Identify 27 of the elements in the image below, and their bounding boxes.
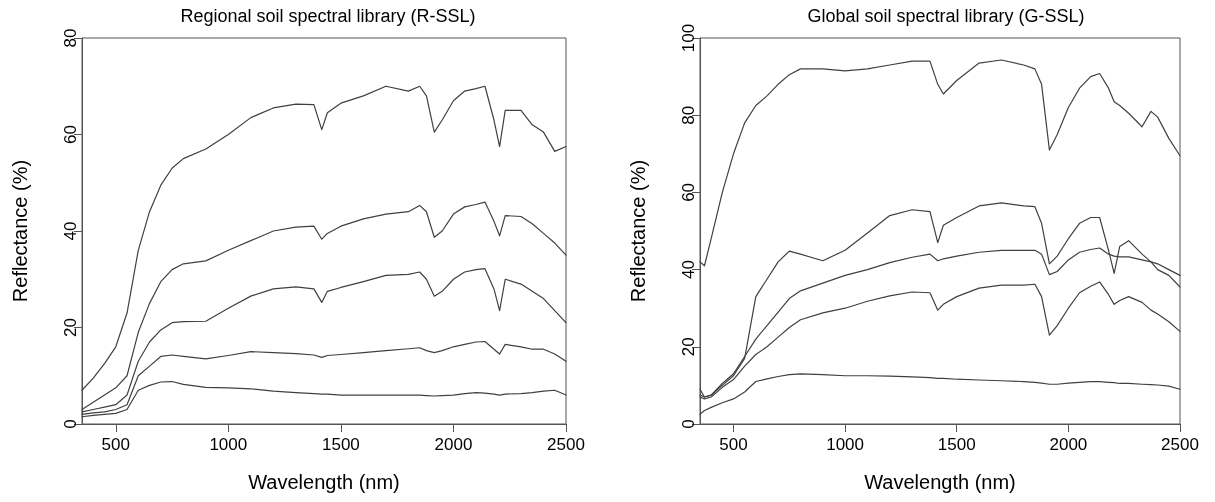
y-tick-label: 80: [678, 105, 698, 125]
x-tick-label: 500: [719, 435, 748, 454]
x-axis-title: Wavelength (nm): [248, 471, 400, 493]
y-tick-label: 100: [678, 23, 698, 53]
x-tick-label: 1000: [209, 435, 248, 454]
y-tick-label: 40: [60, 221, 80, 241]
x-axis-title: Wavelength (nm): [864, 471, 1016, 493]
x-tick-label: 1000: [826, 435, 865, 454]
x-tick-label: 2000: [434, 435, 473, 454]
chart-title: Regional soil spectral library (R-SSL): [180, 6, 476, 26]
chart-title: Global soil spectral library (G-SSL): [807, 6, 1085, 26]
y-tick-label: 20: [678, 337, 698, 357]
y-tick-label: 20: [60, 318, 80, 337]
y-tick-label: 0: [60, 419, 80, 429]
x-tick-label: 1500: [321, 435, 360, 454]
x-tick-label: 500: [101, 435, 130, 454]
y-tick-label: 60: [60, 125, 80, 144]
y-tick-label: 80: [60, 28, 80, 48]
x-tick-label: 1500: [937, 435, 976, 454]
x-tick-label: 2500: [547, 435, 585, 454]
y-axis-title: Reflectance (%): [627, 159, 649, 303]
y-tick-label: 0: [678, 419, 698, 429]
x-tick-label: 2500: [1161, 435, 1199, 454]
y-axis-title: Reflectance (%): [9, 159, 31, 303]
x-tick-label: 2000: [1049, 435, 1088, 454]
y-tick-label: 40: [678, 260, 698, 280]
y-tick-label: 60: [678, 182, 698, 202]
